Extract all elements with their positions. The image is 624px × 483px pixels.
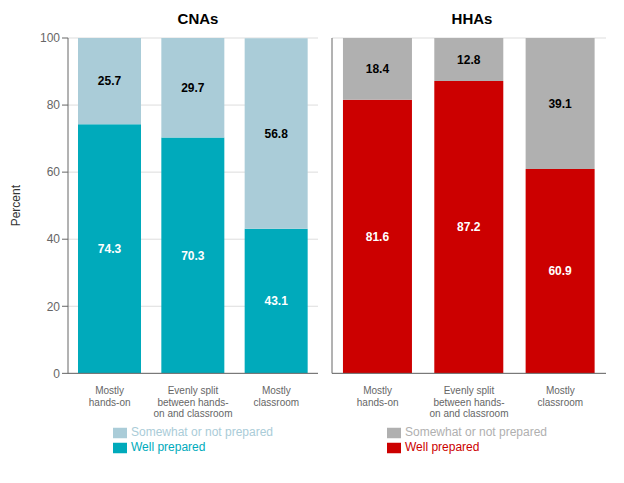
- svg-text:Mostlyhands-on: Mostlyhands-on: [357, 385, 399, 408]
- svg-text:74.3: 74.3: [98, 242, 122, 256]
- svg-text:Mostlyhands-on: Mostlyhands-on: [89, 385, 131, 408]
- svg-text:70.3: 70.3: [181, 249, 205, 263]
- svg-text:43.1: 43.1: [264, 294, 288, 308]
- svg-text:12.8: 12.8: [457, 53, 481, 67]
- html-text:CNAs: CNAs: [177, 10, 219, 27]
- svg-text:56.8: 56.8: [264, 127, 288, 141]
- svg-text:39.1: 39.1: [548, 97, 572, 111]
- svg-text:0: 0: [53, 367, 60, 381]
- svg-text:Evenly splitbetween hands-on a: Evenly splitbetween hands-on and classro…: [430, 385, 509, 419]
- html-text:Somewhat or not prepared: Somewhat or not prepared: [131, 425, 273, 440]
- svg-text:87.2: 87.2: [457, 220, 481, 234]
- svg-text:25.7: 25.7: [98, 74, 122, 88]
- svg-text:40: 40: [47, 232, 61, 246]
- svg-text:60: 60: [47, 165, 61, 179]
- svg-text:81.6: 81.6: [366, 230, 390, 244]
- svg-text:Percent: Percent: [9, 184, 23, 226]
- svg-text:60.9: 60.9: [548, 264, 572, 278]
- svg-text:Evenly splitbetween hands-on a: Evenly splitbetween hands-on and classro…: [154, 385, 233, 419]
- html-text:Well prepared: Well prepared: [131, 440, 206, 455]
- html-text:Somewhat or not prepared: Somewhat or not prepared: [405, 425, 547, 440]
- svg-text:29.7: 29.7: [181, 81, 205, 95]
- svg-text:Mostlyclassroom: Mostlyclassroom: [538, 385, 584, 408]
- svg-text:Mostlyclassroom: Mostlyclassroom: [254, 385, 300, 408]
- svg-text:80: 80: [47, 98, 61, 112]
- html-text:HHAs: HHAs: [451, 10, 493, 27]
- svg-text:18.4: 18.4: [366, 62, 390, 76]
- svg-text:20: 20: [47, 300, 61, 314]
- svg-text:100: 100: [40, 31, 60, 45]
- html-text:Well prepared: Well prepared: [405, 440, 480, 455]
